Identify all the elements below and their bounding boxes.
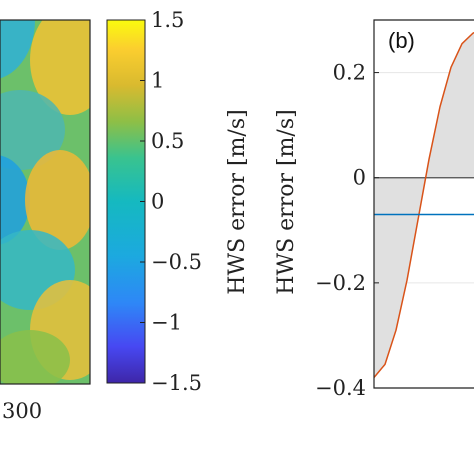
line-panel-ylabel: HWS error [m/s] [274,109,299,294]
colorbar-label: HWS error [m/s] [225,109,250,294]
series-line-0 [374,31,474,378]
colorbar-tick-label: 0.5 [151,129,184,153]
series-fill [374,32,474,378]
colorbar-tick-label: 0 [151,190,164,214]
heatmap-panel: 300 [0,19,91,423]
heatmap-frame [0,19,91,385]
colorbar-tick-label: −1 [151,311,182,335]
heatmap-cell [0,20,35,79]
line-plot-area: 0.2 0 −0.2 −0.4 (b) [315,19,474,400]
line-panel-axes [373,19,474,389]
heatmap-cell [0,90,65,170]
series-layer [374,31,474,378]
panel-label: (b) [388,28,415,53]
colorbar: 1.5 1 0.5 0 −0.5 −1 −1.5 HWS error [m/s] [106,8,250,395]
heatmap-cell [25,150,90,250]
heatmap-cell [0,330,70,384]
y-tick-label: 0 [353,166,366,190]
colorbar-tick-label: 1 [151,69,164,93]
y-tick-label: 0.2 [333,61,366,85]
colorbar-tick-label: 1.5 [151,8,184,32]
heatmap-cell [30,20,90,115]
line-panel: HWS error [m/s] 0.2 0 −0.2 −0.4 (b) [274,19,474,400]
colorbar-gradient [106,19,146,384]
colorbar-tick-label: −0.5 [151,250,202,274]
y-tick-label: −0.4 [315,376,366,400]
heatmap-cell [0,155,30,245]
heatmap-pattern [0,20,90,384]
colorbar-tick-label: −1.5 [151,371,202,395]
heatmap-x-tick: 300 [2,399,42,423]
y-tick-label: −0.2 [315,271,366,295]
colorbar-ticks: 1.5 1 0.5 0 −0.5 −1 −1.5 [140,8,202,395]
